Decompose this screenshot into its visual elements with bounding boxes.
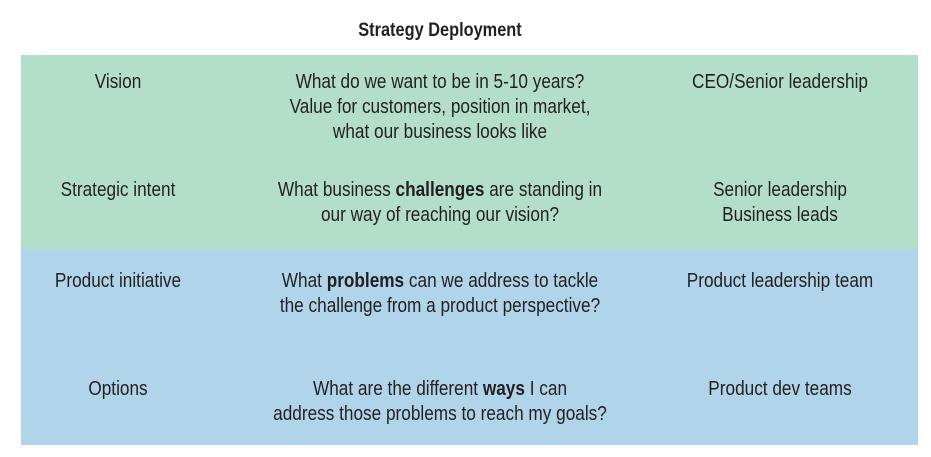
row-question: What are the different ways I can addres… — [268, 377, 612, 427]
question-line: What do we want to be in 5-10 years? — [295, 71, 585, 93]
row-level-label: Options — [88, 378, 148, 400]
row-owner: Product dev teams — [660, 377, 901, 402]
row-question: What business challenges are standing in… — [268, 178, 612, 228]
question-line: our way of reaching our vision? — [320, 204, 560, 226]
owner-line: CEO/Senior leadership — [692, 71, 868, 93]
owner-line: Product leadership team — [686, 270, 874, 292]
owner-line: Product dev teams — [708, 378, 852, 400]
row-owner: Product leadership team — [660, 269, 901, 294]
question-line: What business challenges are standing in — [277, 179, 603, 201]
product-band — [21, 249, 918, 445]
leadership-band — [21, 55, 918, 249]
owner-line: Senior leadership — [713, 179, 847, 201]
question-line: what our business looks like — [332, 121, 548, 143]
question-line: Value for customers, position in market, — [289, 96, 591, 118]
row-question: What do we want to be in 5-10 years? Val… — [268, 70, 612, 145]
row-level-label: Strategic intent — [60, 179, 176, 201]
row-level-label: Vision — [94, 71, 142, 93]
question-line: the challenge from a product perspective… — [279, 295, 601, 317]
question-line: What problems can we address to tackle — [281, 270, 599, 292]
row-owner: CEO/Senior leadership — [660, 70, 901, 95]
question-line: address those problems to reach my goals… — [273, 403, 607, 425]
row-level-label: Product initiative — [54, 270, 182, 292]
row-owner: Senior leadership Business leads — [660, 178, 901, 228]
diagram-title: Strategy Deployment — [358, 20, 522, 41]
owner-line: Business leads — [722, 204, 838, 226]
row-question: What problems can we address to tackle t… — [268, 269, 612, 319]
question-line: What are the different ways I can — [312, 378, 568, 400]
